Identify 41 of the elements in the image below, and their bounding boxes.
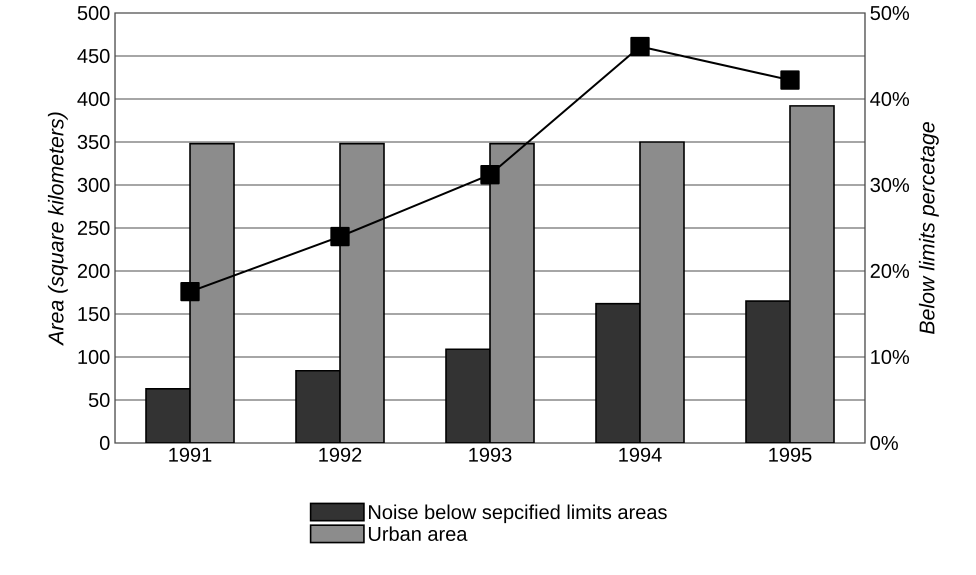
bar bbox=[189, 142, 235, 443]
point bbox=[780, 70, 800, 90]
x-tick-label: 1992 bbox=[319, 448, 362, 462]
y2-tick-label: 50% bbox=[870, 6, 910, 20]
bar bbox=[489, 142, 535, 443]
bar bbox=[595, 302, 641, 443]
y2-axis-title: Below limits percetage bbox=[918, 122, 939, 334]
y-tick-label: 500 bbox=[78, 6, 110, 20]
point bbox=[630, 36, 650, 56]
y2-tick-label: 0% bbox=[870, 436, 898, 450]
y-tick-label: 300 bbox=[78, 178, 110, 192]
y2-tick-label: 40% bbox=[870, 92, 910, 106]
y-tick-label: 0 bbox=[100, 436, 110, 450]
bar bbox=[789, 105, 835, 443]
y-axis-title: Area (square kilometers) bbox=[48, 112, 68, 346]
y-tick-label: 200 bbox=[78, 264, 110, 278]
bar bbox=[445, 348, 491, 443]
legend-label: Urban area bbox=[368, 526, 468, 541]
y-tick-label: 100 bbox=[78, 350, 110, 364]
bar bbox=[295, 370, 341, 443]
bar bbox=[145, 388, 191, 443]
x-tick-label: 1993 bbox=[469, 448, 512, 462]
point bbox=[180, 282, 200, 302]
y-tick-label: 150 bbox=[78, 306, 110, 322]
y-tick-label: 400 bbox=[77, 92, 110, 106]
bar bbox=[639, 141, 685, 443]
y2-tick-label: 10% bbox=[871, 350, 910, 364]
x-tick-label: 1994 bbox=[619, 448, 662, 462]
legend-label: Noise below sepcified limits areas bbox=[369, 504, 667, 524]
y-tick-label: 250 bbox=[78, 220, 110, 236]
bar bbox=[339, 142, 385, 443]
bar bbox=[745, 300, 791, 443]
x-tick-label: 1991 bbox=[169, 448, 212, 462]
point bbox=[480, 165, 500, 184]
y-tick-label: 350 bbox=[78, 134, 110, 150]
y-tick-label: 50 bbox=[88, 392, 110, 408]
y2-tick-label: 30% bbox=[870, 178, 910, 192]
x-tick-label: 1995 bbox=[769, 448, 812, 462]
y2-tick-label: 20% bbox=[870, 264, 910, 278]
y-tick-label: 450 bbox=[77, 48, 110, 64]
point bbox=[330, 226, 350, 246]
